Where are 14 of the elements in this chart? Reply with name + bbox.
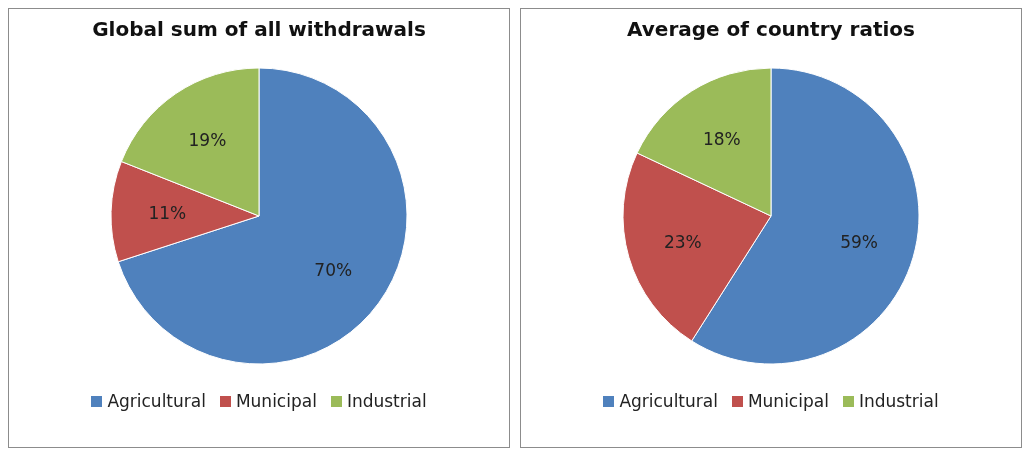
- data-label: 18%: [702, 128, 741, 149]
- data-label: 19%: [188, 130, 227, 151]
- legend-label: Industrial: [345, 391, 427, 411]
- data-label: 11%: [148, 203, 187, 224]
- legend-label: Agricultural: [618, 391, 718, 411]
- chart-title: Global sum of all withdrawals: [92, 17, 426, 41]
- legend-label: Municipal: [234, 391, 317, 411]
- legend-label: Industrial: [857, 391, 939, 411]
- data-label: 59%: [840, 231, 879, 252]
- data-label: 70%: [314, 259, 353, 280]
- legend-label: Municipal: [746, 391, 829, 411]
- legend-label: Agricultural: [106, 391, 206, 411]
- chart-title: Average of country ratios: [627, 17, 915, 41]
- data-label: 23%: [663, 231, 702, 252]
